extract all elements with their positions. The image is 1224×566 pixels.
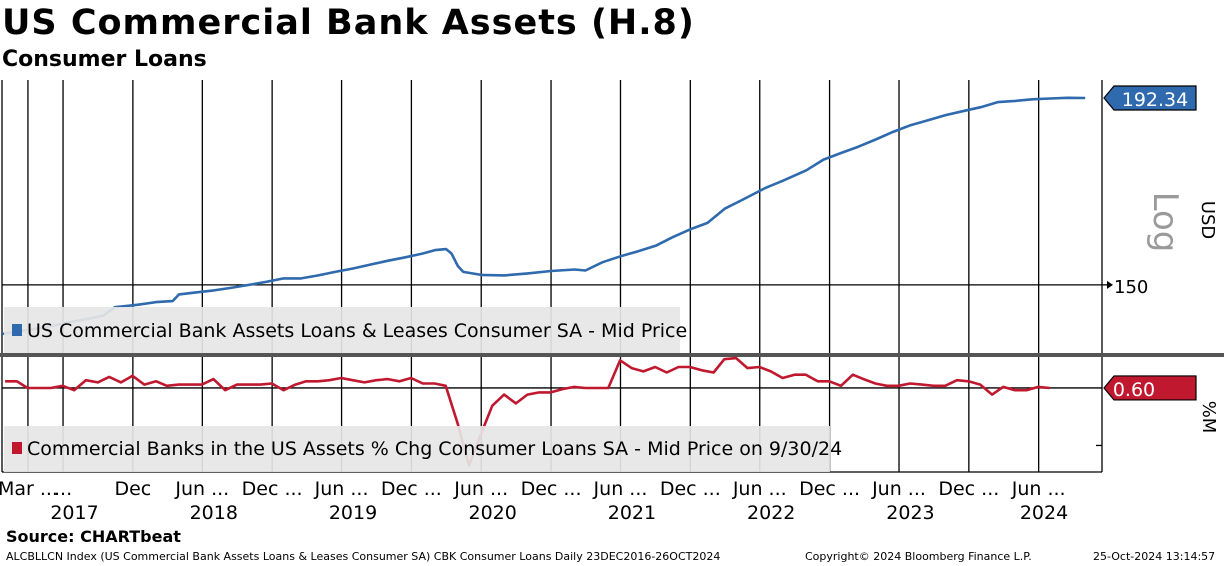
footer-ticker-info: ALCBLLCN Index (US Commercial Bank Asset…	[6, 550, 721, 563]
x-tick-label: Jun ...	[593, 478, 648, 500]
x-year-label: 2024	[1020, 502, 1068, 524]
top-last-value-tag	[1103, 85, 1197, 111]
x-tick-label: Dec ...	[381, 478, 442, 500]
x-tick-label: Mar ...	[0, 478, 58, 500]
top-last-value-label: 192.34	[1122, 89, 1188, 111]
chart: Mar ...... Dec Jun ... Dec ... Jun ... Dec ..…	[0, 80, 1224, 524]
x-year-label: 2018	[190, 502, 238, 524]
bottom-last-value-label: 0.60	[1113, 379, 1155, 401]
x-tick-label: Jun ...	[174, 478, 229, 500]
top-y-tick-arrow	[1107, 280, 1113, 289]
source-note: Source: CHARTbeat	[6, 527, 181, 546]
x-tick-label: Dec ...	[799, 478, 860, 500]
x-year-label: 2021	[608, 502, 656, 524]
x-year-label: 2017	[50, 502, 98, 524]
x-tick-label: Jun ...	[1011, 478, 1066, 500]
bottom-y-axis-label: %M	[1198, 401, 1219, 434]
x-tick-label: Jun ...	[871, 478, 926, 500]
x-tick-label: Jun ...	[314, 478, 369, 500]
x-tick-label: ...	[54, 478, 72, 500]
top-legend-swatch	[12, 324, 22, 336]
top-legend-box	[4, 307, 680, 353]
top-y-axis-label: USD	[1197, 201, 1218, 239]
top-y-tick-label: 150	[1114, 277, 1148, 298]
bottom-legend-swatch	[12, 442, 22, 454]
footer-copyright: Copyright© 2024 Bloomberg Finance L.P.	[805, 550, 1032, 563]
x-tick-label: Dec ...	[660, 478, 721, 500]
bottom-legend-box	[4, 426, 830, 472]
pct-change-line	[5, 356, 1050, 467]
x-tick-label: Jun ...	[453, 478, 508, 500]
x-tick-label: Dec ...	[938, 478, 999, 500]
bottom-last-value-tag	[1103, 375, 1197, 401]
top-legend-label: US Commercial Bank Assets Loans & Leases…	[27, 320, 687, 342]
x-year-label: 2022	[747, 502, 795, 524]
x-year-label: 2020	[468, 502, 516, 524]
x-tick-label: Dec ...	[242, 478, 303, 500]
log-scale-label: Log	[1145, 192, 1185, 253]
x-year-label: 2023	[886, 502, 934, 524]
x-tick-label: Dec ...	[521, 478, 582, 500]
chart-subtitle: Consumer Loans	[2, 47, 207, 72]
consumer-loans-line	[1, 96, 1086, 336]
bottom-legend-label: Commercial Banks in the US Assets % Chg …	[27, 438, 842, 460]
footer-timestamp: 25-Oct-2024 13:14:57	[1093, 550, 1216, 563]
x-year-label: 2019	[329, 502, 377, 524]
chart-title: US Commercial Bank Assets (H.8)	[2, 3, 695, 43]
x-tick-label: Dec	[114, 478, 151, 500]
x-tick-label: Jun ...	[732, 478, 787, 500]
panel-divider	[0, 353, 1224, 357]
